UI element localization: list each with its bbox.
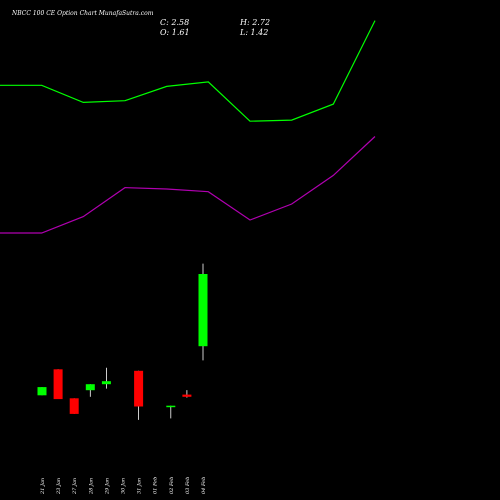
candle-body [134,370,144,407]
x-tick-label: 28 Jan [88,478,94,495]
x-tick-label: 01 Feb [153,477,159,494]
candle-body [85,384,95,391]
x-tick-label: 23 Jan [56,478,62,495]
x-tick-label: 29 Jan [104,478,110,495]
candle-body [37,387,47,396]
x-tick-label: 03 Feb [185,477,191,494]
open-value: O: 1.61 [160,28,190,37]
band-line-middle [0,136,376,234]
x-tick-label: 02 Feb [169,477,175,494]
x-tick-label: 27 Jan [72,478,78,495]
x-tick-label: 04 Feb [201,477,207,494]
band-line-upper [0,20,376,122]
candle-body [53,369,63,400]
x-tick-label: 21 Jan [40,478,46,495]
x-tick-label: 30 Jan [121,478,127,494]
candle-body [69,398,79,414]
high-value: H: 2.72 [240,18,271,27]
candle-body [198,274,208,347]
candle-body [101,381,111,385]
x-tick-label: 31 Jan [137,478,143,494]
candle-body [182,394,192,397]
close-value: C: 2.58 [160,18,190,27]
chart-title: NBCC 100 CE Option Chart MunafaSutra.com [12,10,154,17]
candle-body [166,405,176,408]
low-value: L: 1.42 [240,28,269,37]
